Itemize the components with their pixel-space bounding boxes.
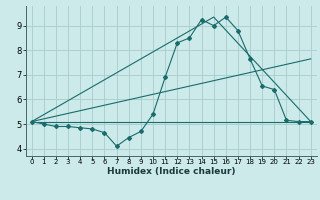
X-axis label: Humidex (Indice chaleur): Humidex (Indice chaleur) bbox=[107, 167, 236, 176]
